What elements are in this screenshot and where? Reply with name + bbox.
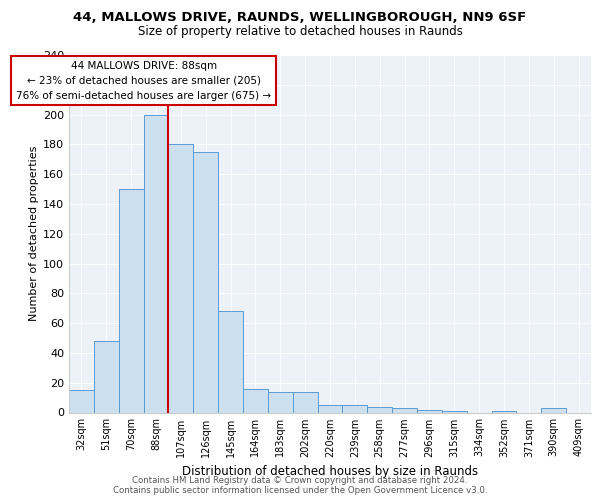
Bar <box>193 152 218 412</box>
Y-axis label: Number of detached properties: Number of detached properties <box>29 146 39 322</box>
Text: Contains HM Land Registry data © Crown copyright and database right 2024.: Contains HM Land Registry data © Crown c… <box>132 476 468 485</box>
Text: Contains public sector information licensed under the Open Government Licence v3: Contains public sector information licen… <box>113 486 487 495</box>
Bar <box>293 392 317 412</box>
Bar <box>417 410 442 412</box>
Bar <box>218 311 243 412</box>
Bar <box>392 408 417 412</box>
Text: 44 MALLOWS DRIVE: 88sqm
← 23% of detached houses are smaller (205)
76% of semi-d: 44 MALLOWS DRIVE: 88sqm ← 23% of detache… <box>16 61 271 100</box>
Bar <box>317 405 343 412</box>
Bar <box>243 388 268 412</box>
Bar <box>268 392 293 412</box>
Text: Size of property relative to detached houses in Raunds: Size of property relative to detached ho… <box>137 25 463 38</box>
Bar <box>343 405 367 412</box>
Bar <box>541 408 566 412</box>
Text: 44, MALLOWS DRIVE, RAUNDS, WELLINGBOROUGH, NN9 6SF: 44, MALLOWS DRIVE, RAUNDS, WELLINGBOROUG… <box>73 11 527 24</box>
Bar <box>367 406 392 412</box>
Bar <box>119 189 143 412</box>
Bar <box>169 144 193 412</box>
Bar <box>69 390 94 412</box>
Bar <box>491 411 517 412</box>
Bar <box>143 114 169 412</box>
Bar <box>94 341 119 412</box>
X-axis label: Distribution of detached houses by size in Raunds: Distribution of detached houses by size … <box>182 465 478 478</box>
Bar <box>442 411 467 412</box>
